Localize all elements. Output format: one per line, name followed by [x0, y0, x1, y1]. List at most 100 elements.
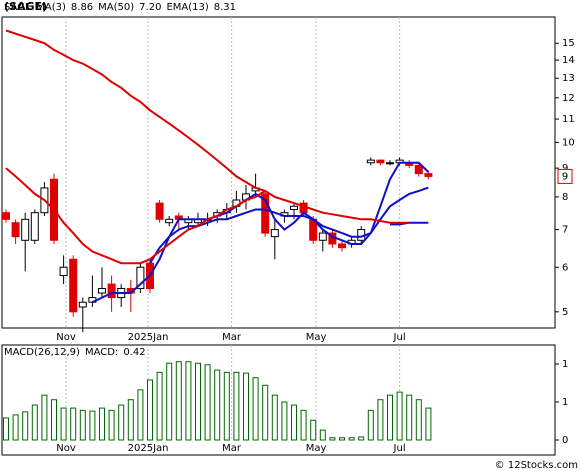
x-tick-label: 2025Jan [128, 332, 169, 343]
macd-bar [12, 414, 19, 441]
macd-bar [99, 407, 105, 441]
y-tick-label: 7 [562, 225, 568, 236]
candle-body [338, 243, 346, 249]
macd-bar [358, 436, 365, 441]
legend-text: MA(3) [36, 2, 66, 13]
macd-bar [329, 437, 336, 441]
macd-bar [166, 362, 173, 441]
candle-body [21, 218, 30, 241]
candle-body [69, 258, 78, 313]
candle-body [366, 159, 375, 164]
y-tick-label: 11 [562, 114, 575, 125]
y-tick-label: 5 [562, 307, 568, 318]
macd-bar [185, 361, 192, 441]
y-tick-label: 14 [562, 55, 575, 66]
macd-bar [175, 361, 182, 441]
macd-bar [31, 404, 38, 441]
candle-body [30, 212, 39, 241]
candle-body [107, 283, 116, 299]
macd-bar [425, 407, 432, 441]
macd-bar [243, 372, 249, 441]
macd-bar [233, 371, 240, 441]
legend-text: 8.86 [71, 2, 93, 13]
candle-body [59, 266, 68, 277]
main-panel [1, 16, 556, 329]
macd-bar [147, 379, 153, 441]
watermark: © 12Stocks.com [495, 460, 578, 471]
candle-body [136, 266, 145, 290]
y-tick-label: 1 [562, 397, 568, 408]
candle-body [318, 232, 327, 241]
candle-body [270, 229, 279, 238]
x-tick-label: May [306, 332, 327, 343]
macd-panel [1, 344, 556, 456]
macd-bar [348, 437, 355, 441]
macd-bar [60, 407, 67, 441]
macd-legend: 0.42 [123, 347, 145, 358]
macd-legend: MACD: [85, 347, 118, 358]
y-tick-label: 6 [562, 262, 568, 273]
macd-legend: MACD(26,12,9) [4, 347, 80, 358]
macd-bar [415, 399, 422, 441]
x-tick-label: Jul [393, 443, 406, 454]
macd-bar [339, 437, 345, 441]
macd-bar [214, 369, 221, 441]
macd-bar [22, 411, 29, 441]
macd-bar [319, 429, 326, 441]
legend-text: EMA(13) [166, 2, 208, 13]
candle-body [424, 173, 433, 177]
macd-bar [291, 404, 297, 441]
candle-body [165, 218, 174, 224]
x-tick-label: Nov [56, 443, 76, 454]
candle-body [78, 301, 87, 308]
macd-bar [108, 409, 115, 441]
y-tick-label: 13 [562, 73, 575, 84]
macd-bar [396, 391, 403, 441]
x-tick-label: Nov [56, 332, 76, 343]
macd-bar [300, 409, 307, 441]
y-tick-label: 8 [562, 192, 568, 203]
macd-bar [377, 399, 384, 441]
macd-bar [252, 377, 259, 441]
x-tick-label: May [306, 443, 327, 454]
macd-bar [137, 389, 144, 441]
macd-bar [127, 399, 134, 441]
y-tick-label: 0 [562, 435, 568, 446]
macd-bar [70, 407, 77, 441]
macd-bar [367, 409, 374, 441]
x-tick-label: Mar [222, 443, 242, 454]
macd-bar [387, 394, 393, 441]
last-price-label: 9 [562, 171, 568, 182]
x-tick-label: Jul [393, 332, 406, 343]
macd-bar [118, 404, 125, 441]
candle-body [386, 162, 394, 165]
ma-line [5, 167, 266, 265]
candle-body [261, 193, 270, 234]
macd-bar [271, 394, 278, 441]
candle-body [98, 288, 106, 294]
ma-line [5, 29, 410, 224]
y-tick-label: 10 [562, 137, 575, 148]
macd-bar [204, 364, 211, 441]
legend-text: 7.20 [139, 2, 161, 13]
macd-bar [79, 409, 86, 441]
legend-text: SAGE [4, 2, 31, 13]
macd-bar [406, 394, 413, 441]
macd-bar [3, 417, 9, 441]
chart-title: (SAGE) [4, 0, 47, 13]
candle-body [376, 159, 385, 164]
x-tick-label: 2025Jan [128, 443, 169, 454]
y-tick-label: 9 [562, 163, 568, 174]
macd-bar [195, 362, 201, 441]
y-tick-label: 12 [562, 93, 575, 104]
macd-bar [156, 371, 163, 441]
legend-text: 8.31 [214, 2, 236, 13]
macd-bar [51, 399, 57, 441]
ma-line [91, 161, 430, 304]
candle-body [155, 202, 164, 220]
last-price-box [557, 168, 573, 184]
macd-bar [223, 371, 230, 441]
candle-body [11, 222, 20, 238]
